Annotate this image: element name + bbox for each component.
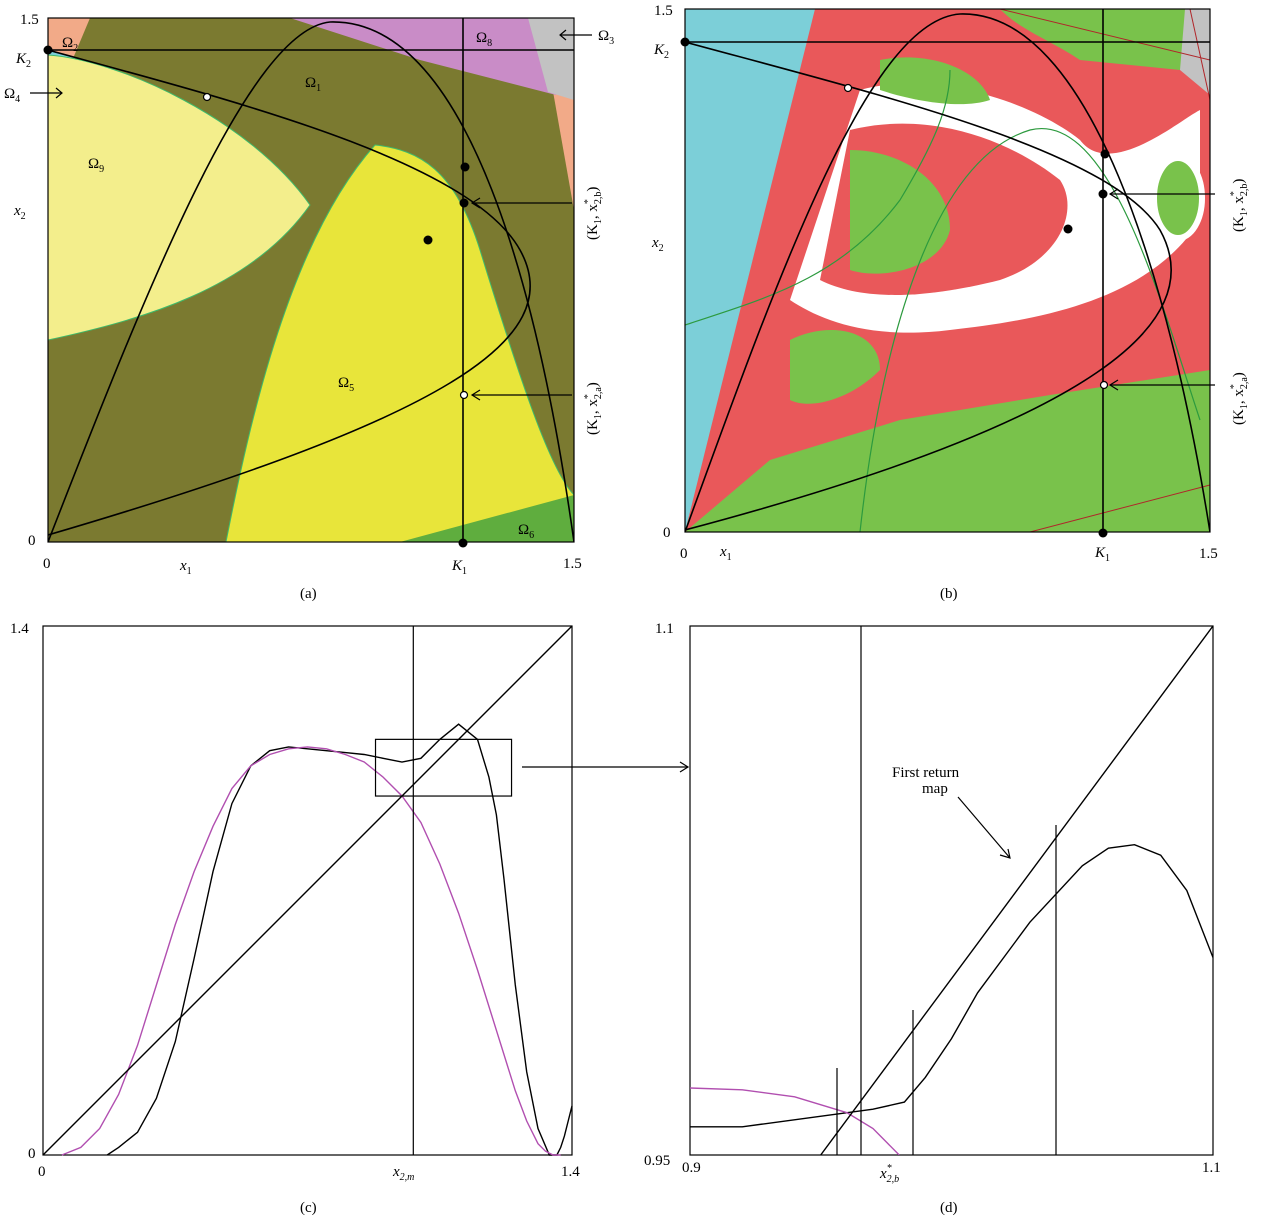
- b-k1-point: [1098, 528, 1108, 538]
- c-inset-box: [374, 738, 513, 797]
- panel-b-basins: [685, 9, 1210, 532]
- b-xtick-right: 1.5: [1199, 546, 1218, 562]
- panel-a-regions: [48, 18, 574, 542]
- panel-b-arrows: [1108, 188, 1215, 391]
- panel-a-arrows: [30, 29, 592, 401]
- a-xtick-right: 1.5: [563, 556, 582, 572]
- fixed-point-curve: [48, 49, 531, 536]
- b-point-center: [1063, 224, 1073, 234]
- b-panel-label: (b): [940, 586, 958, 602]
- panel-b-frame: [684, 8, 1211, 533]
- c-ytick-zero: 0: [28, 1146, 36, 1162]
- b-k2-label: K2: [653, 42, 669, 61]
- a-panel-label: (a): [300, 586, 317, 602]
- b-ytick-zero: 0: [663, 525, 671, 541]
- label-omega4: Ω4: [4, 86, 20, 105]
- d-ytick-bottom: 0.95: [644, 1153, 670, 1169]
- point-upper: [460, 162, 470, 172]
- panel-c-series: [42, 625, 573, 1156]
- b-point-upper: [1100, 149, 1110, 159]
- basin-green-lobe-top: [880, 57, 990, 105]
- c-series-line-1: [106, 723, 573, 1156]
- basin-green-lobe-lower: [790, 330, 880, 404]
- d-xtick-left: 0.9: [682, 1160, 701, 1176]
- d-annotation-line1: First return: [892, 765, 960, 781]
- d-panel-label: (d): [940, 1200, 958, 1216]
- b-ytick-top: 1.5: [654, 3, 673, 19]
- panel-a-curves: [48, 18, 574, 542]
- d-series-line-3: [820, 626, 1213, 1155]
- panel-b: 1.5 0 0 1.5 K2 K1 x1 x2 (b) (K1, x*2,b) …: [651, 3, 1250, 602]
- panel-c-frame: [42, 625, 573, 1156]
- b-ylabel: x2: [651, 235, 664, 254]
- a-ytick-top: 1.5: [20, 12, 39, 28]
- region-omega9: [48, 54, 311, 341]
- b-k2-point: [680, 37, 690, 47]
- b-annotation-x2b: (K1, x*2,b): [1229, 179, 1250, 232]
- point-center: [423, 235, 433, 245]
- region-omega5: [225, 144, 574, 542]
- d-marker-label: x* 2,b: [879, 1163, 899, 1185]
- point-intersection: [202, 92, 212, 102]
- b-point-intersection: [843, 83, 853, 93]
- a-xtick-zero: 0: [43, 556, 51, 572]
- c-panel-label: (c): [300, 1200, 317, 1216]
- c-ytick-top: 1.4: [10, 621, 29, 637]
- a-annotation-x2b: (K1, x*2,b): [583, 187, 604, 240]
- b-parabola-curve: [685, 13, 1210, 532]
- d-series-line-1: [690, 843, 1213, 1128]
- point-k1-x2b: [459, 198, 469, 208]
- a-k2-label: K2: [15, 51, 31, 70]
- b-green-curve-2: [859, 127, 1201, 532]
- c-xtick-right: 1.4: [561, 1164, 580, 1180]
- a-ytick-zero: 0: [28, 533, 36, 549]
- panel-a: Ω2 Ω1 Ω8 Ω3 Ω4 Ω9 Ω5 Ω6 1.5 0 0 1.5 K2 K…: [4, 12, 614, 602]
- basin-green-top: [1000, 9, 1185, 70]
- d-xtick-right: 1.1: [1202, 1160, 1221, 1176]
- b-dark-red-lines: [999, 9, 1210, 532]
- c-marker-label: x2,m: [392, 1164, 414, 1183]
- b-annotation-x2a: (K1, x*2,a): [1229, 372, 1250, 425]
- c-series-line-2: [61, 746, 561, 1156]
- d-series-line-2: [690, 1087, 900, 1155]
- region-omega8: [290, 18, 556, 95]
- basin-green-bottom: [685, 370, 1210, 532]
- parabola-curve: [48, 21, 574, 542]
- d-cobweb-lines: [836, 626, 1057, 1155]
- c-zoom-arrow: [522, 761, 690, 773]
- panel-c: 1.4 0 0 1.4 x2,m (c): [10, 621, 690, 1216]
- panel-d: 1.1 0.95 0.9 1.1 x* 2,b First return map …: [644, 621, 1221, 1216]
- b-k1-label: K1: [1094, 545, 1110, 564]
- b-point-k1-x2b: [1098, 189, 1108, 199]
- region-omega6: [400, 495, 574, 542]
- region-omega3: [528, 18, 574, 100]
- c-series-line-3: [42, 625, 573, 1156]
- panel-b-curves: [685, 9, 1210, 532]
- a-ylabel: x2: [13, 203, 26, 222]
- d-ytick-top: 1.1: [655, 621, 674, 637]
- k1-point: [458, 538, 468, 548]
- basin-green-lobe-right: [1151, 155, 1205, 241]
- d-annotation-line2: map: [922, 781, 948, 797]
- panel-d-frame: [689, 625, 1214, 1156]
- c-xtick-zero: 0: [38, 1164, 46, 1180]
- d-annotation-arrow: [957, 796, 1011, 859]
- b-point-k1-x2a: [1099, 380, 1109, 390]
- b-fixed-point-curve: [685, 41, 1173, 531]
- panel-d-series: [690, 626, 1213, 1155]
- basin-green-lobe-left: [850, 150, 950, 274]
- point-k1-x2a: [459, 390, 469, 400]
- a-xlabel: x1: [179, 558, 192, 577]
- a-k1-label: K1: [451, 558, 467, 577]
- b-xtick-zero: 0: [680, 546, 688, 562]
- a-annotation-x2a: (K1, x*2,a): [583, 382, 604, 435]
- k2-point: [43, 45, 53, 55]
- b-xlabel: x1: [719, 544, 732, 563]
- panel-a-frame: [47, 17, 575, 543]
- b-green-curve-1: [685, 69, 951, 326]
- label-omega3: Ω3: [598, 28, 614, 47]
